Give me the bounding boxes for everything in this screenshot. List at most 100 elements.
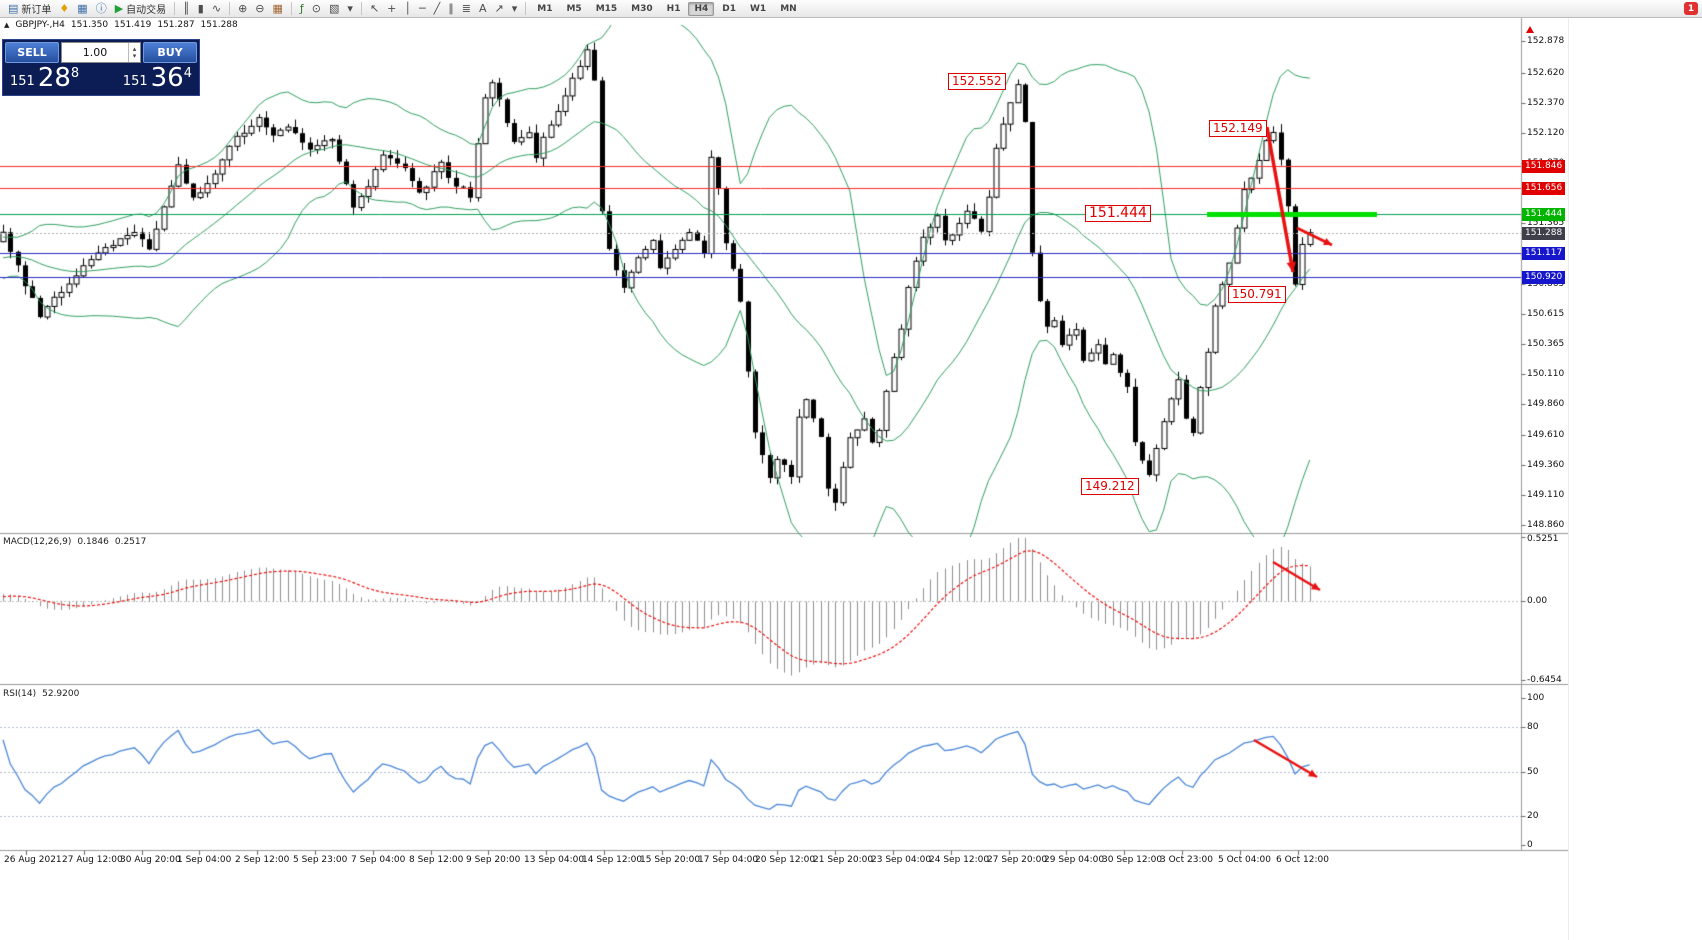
horizontal-line-button[interactable]: ─ bbox=[415, 1, 430, 17]
timeframe-m30-button[interactable]: M30 bbox=[631, 3, 653, 14]
timeframe-m1-button[interactable]: M1 bbox=[537, 3, 553, 14]
periods-button[interactable]: ⊙ bbox=[308, 1, 325, 17]
macd-value-main: 0.1846 bbox=[77, 537, 109, 547]
toolbar-group: ║ ▮ ∿ bbox=[179, 1, 225, 17]
price-tick-label: 152.370 bbox=[1527, 98, 1565, 108]
vertical-line-button[interactable]: │ bbox=[400, 1, 415, 17]
bar-chart-icon: ║ bbox=[183, 2, 190, 15]
buy-price-sup: 4 bbox=[183, 66, 192, 81]
dropdown-1-icon: ▾ bbox=[347, 2, 353, 15]
toolbar-separator bbox=[290, 2, 292, 15]
dropdown-1-button[interactable]: ▾ bbox=[343, 1, 357, 17]
sell-price-main: 151 bbox=[10, 74, 35, 89]
arrow-tool-icon: ↗ bbox=[494, 2, 504, 15]
time-axis-label: 15 Sep 20:00 bbox=[640, 855, 701, 865]
quote-open: 151.350 bbox=[70, 20, 109, 30]
volume-value[interactable]: 1.00 bbox=[82, 46, 108, 59]
autotrading-button[interactable]: ▶ 自动交易 bbox=[111, 1, 170, 17]
buy-price[interactable]: 151 36 4 bbox=[123, 63, 192, 93]
price-line-badge: 151.846 bbox=[1522, 160, 1566, 173]
volume-spinner[interactable]: 1.00 ▴ ▾ bbox=[61, 42, 141, 63]
price-tick-label: 150.865 bbox=[1527, 279, 1565, 289]
price-line-badge: 151.444 bbox=[1522, 208, 1566, 221]
rsi-axis-label: 100 bbox=[1527, 693, 1545, 703]
horizontal-line-icon: ─ bbox=[419, 2, 426, 15]
equidistant-channel-button[interactable]: ∥ bbox=[444, 1, 458, 17]
one-click-trading-panel: SELL 1.00 ▴ ▾ BUY 151 28 8 151 36 4 bbox=[2, 39, 200, 96]
quote-close: 151.288 bbox=[200, 20, 238, 30]
macd-axis-label: 0.5251 bbox=[1527, 534, 1559, 544]
price-tick-label: 149.110 bbox=[1527, 490, 1565, 500]
text-tool-button[interactable]: A bbox=[475, 1, 491, 17]
trendline-button[interactable]: ╱ bbox=[430, 1, 445, 17]
zoom-in-button[interactable]: ⊕ bbox=[234, 1, 251, 17]
time-axis-label: 30 Aug 20:00 bbox=[120, 855, 181, 865]
toolbar-group: ⊕ ⊖ ▦ bbox=[234, 1, 287, 17]
dropdown-2-button[interactable]: ▾ bbox=[508, 1, 522, 17]
sell-button[interactable]: SELL bbox=[5, 42, 59, 63]
price-line-badge: 150.920 bbox=[1522, 271, 1566, 284]
price-tick-label: 150.365 bbox=[1527, 339, 1565, 349]
price-line-badge: 151.288 bbox=[1522, 227, 1566, 240]
sell-price[interactable]: 151 28 8 bbox=[10, 63, 79, 93]
rsi-panel-header: RSI(14) 52.9200 bbox=[3, 689, 79, 699]
volume-up-icon[interactable]: ▴ bbox=[132, 44, 137, 53]
market-watch-button[interactable]: ▦ bbox=[73, 1, 91, 17]
arrow-tool-button[interactable]: ↗ bbox=[491, 1, 508, 17]
direction-up-icon: ▲ bbox=[4, 21, 10, 29]
alerts-icon: ♦ bbox=[59, 2, 70, 15]
time-axis-label: 5 Oct 04:00 bbox=[1218, 855, 1271, 865]
timeframe-m5-button[interactable]: M5 bbox=[566, 3, 582, 14]
timeframe-w1-button[interactable]: W1 bbox=[749, 3, 767, 14]
price-tick-label: 150.110 bbox=[1527, 369, 1565, 379]
time-axis-label: 27 Sep 20:00 bbox=[987, 855, 1048, 865]
tile-windows-icon: ▦ bbox=[272, 2, 283, 15]
price-chart-canvas[interactable] bbox=[0, 18, 1568, 940]
data-window-button[interactable]: ⓘ bbox=[92, 1, 111, 17]
symbol-period-label: GBPJPY-,H4 bbox=[15, 20, 65, 30]
price-annotation[interactable]: 151.444 bbox=[1085, 205, 1151, 222]
toolbar-separator bbox=[525, 2, 527, 15]
notification-badge[interactable]: 1 bbox=[1684, 2, 1698, 15]
quote-high: 151.419 bbox=[114, 20, 152, 30]
timeframe-d1-button[interactable]: D1 bbox=[722, 3, 736, 14]
price-line-badge: 151.656 bbox=[1522, 182, 1566, 195]
price-annotation[interactable]: 152.552 bbox=[948, 73, 1006, 90]
cursor-button[interactable]: ↖ bbox=[366, 1, 383, 17]
quote-line: ▲ GBPJPY-,H4 151.350 151.419 151.287 151… bbox=[4, 20, 238, 30]
price-tick-label: 149.860 bbox=[1527, 399, 1565, 409]
price-tick-label: 149.360 bbox=[1527, 460, 1565, 470]
new-order-label: 新订单 bbox=[21, 5, 52, 16]
indicators-button[interactable]: ƒ bbox=[296, 1, 308, 17]
candlestick-chart-button[interactable]: ▮ bbox=[194, 1, 208, 17]
timeframe-h4-button[interactable]: H4 bbox=[688, 1, 715, 16]
time-axis-label: 20 Sep 12:00 bbox=[755, 855, 816, 865]
timeframe-mn-button[interactable]: MN bbox=[780, 3, 797, 14]
toolbar-group: ↖ + │ ─ ╱ ∥ ≣ A ↗ ▾ bbox=[366, 1, 521, 17]
rsi-axis-label: 50 bbox=[1527, 767, 1539, 777]
price-annotation[interactable]: 152.149 bbox=[1209, 120, 1267, 137]
price-tick-label: 152.620 bbox=[1527, 68, 1565, 78]
volume-down-icon[interactable]: ▾ bbox=[132, 51, 137, 60]
timeframe-h1-button[interactable]: H1 bbox=[666, 3, 681, 14]
crosshair-button[interactable]: + bbox=[383, 1, 400, 17]
toolbar: ▤ 新订单 ♦ ▦ ⓘ ▶ 自动交易 ║ ▮ ∿ ⊕ ⊖ ▦ ƒ ⊙ ▧ ▾ ↖ + │ ─ ╱ ∥ ≣ A ↗ ▾ M1 M5 M15 M… bbox=[0, 0, 1702, 18]
price-annotation[interactable]: 149.212 bbox=[1081, 478, 1139, 495]
fibonacci-retracement-button[interactable]: ≣ bbox=[458, 1, 475, 17]
bar-chart-button[interactable]: ║ bbox=[179, 1, 194, 17]
price-annotation[interactable]: 150.791 bbox=[1228, 286, 1286, 303]
alerts-button[interactable]: ♦ bbox=[55, 1, 73, 17]
line-chart-button[interactable]: ∿ bbox=[208, 1, 225, 17]
timeframe-m15-button[interactable]: M15 bbox=[595, 3, 618, 14]
tile-windows-button[interactable]: ▦ bbox=[269, 1, 287, 17]
templates-button[interactable]: ▧ bbox=[325, 1, 343, 17]
zoom-out-button[interactable]: ⊖ bbox=[251, 1, 268, 17]
periods-icon: ⊙ bbox=[311, 2, 321, 15]
buy-button[interactable]: BUY bbox=[143, 42, 197, 63]
new-order-button[interactable]: ▤ 新订单 bbox=[4, 1, 55, 17]
zoom-in-icon: ⊕ bbox=[238, 2, 248, 15]
rsi-axis-label: 80 bbox=[1527, 722, 1539, 732]
market-watch-icon: ▦ bbox=[77, 2, 88, 15]
quote-low: 151.287 bbox=[157, 20, 195, 30]
scroll-up-marker-icon bbox=[1526, 26, 1534, 33]
